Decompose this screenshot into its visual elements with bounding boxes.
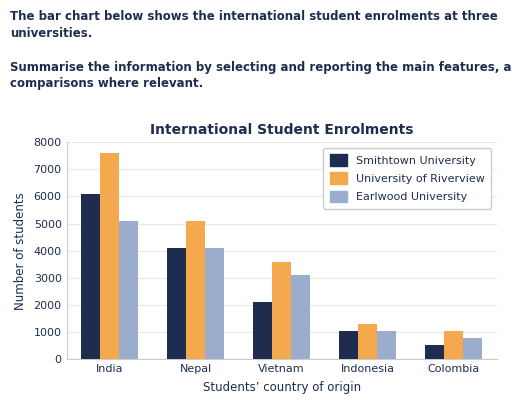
Bar [253,303,272,359]
Legend: Smithtown University, University of Riverview, Earlwood University: Smithtown University, University of Rive… [323,148,491,209]
Title: International Student Enrolments: International Student Enrolments [150,123,413,137]
Bar [81,194,100,359]
Text: universities.: universities. [10,27,93,40]
Bar [186,221,205,359]
Bar [463,338,482,359]
Bar [291,275,310,359]
X-axis label: Students’ country of origin: Students’ country of origin [203,381,360,394]
Text: The bar chart below shows the international student enrolments at three: The bar chart below shows the internatio… [10,10,498,23]
Bar [444,331,463,359]
Text: Summarise the information by selecting and reporting the main features, and make: Summarise the information by selecting a… [10,61,512,74]
Bar [119,221,138,359]
Bar [100,153,119,359]
Bar [339,331,358,359]
Y-axis label: Number of students: Number of students [14,192,27,310]
Bar [272,262,291,359]
Bar [167,248,186,359]
Bar [205,248,224,359]
Bar [377,331,396,359]
Bar [358,324,377,359]
Text: comparisons where relevant.: comparisons where relevant. [10,77,203,90]
Bar [425,344,444,359]
